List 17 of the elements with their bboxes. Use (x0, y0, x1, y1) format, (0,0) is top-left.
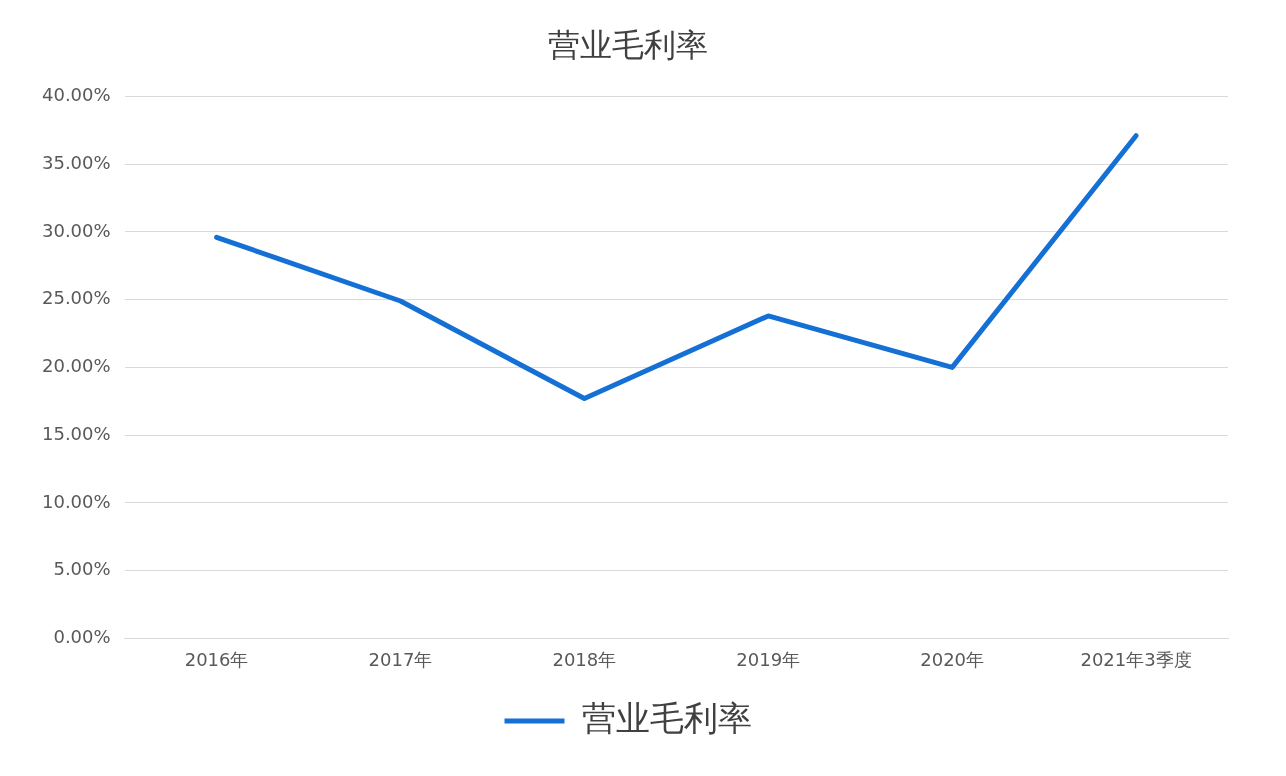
y-tick-label: 20.00% (41, 355, 111, 377)
y-tick-label: 25.00% (41, 287, 111, 309)
chart-title: 营业毛利率 (548, 25, 708, 64)
y-tick-label: 30.00% (41, 219, 111, 241)
x-tick-label: 2020年 (920, 648, 985, 670)
legend-label: 营业毛利率 (581, 697, 752, 738)
x-tick-label: 2019年 (736, 648, 801, 670)
x-tick-label: 2016年 (184, 648, 249, 670)
y-tick-label: 0.00% (53, 626, 111, 648)
y-tick-label: 35.00% (41, 151, 111, 173)
y-tick-label: 40.00% (41, 84, 111, 106)
y-tick-label: 10.00% (41, 490, 111, 512)
x-tick-label: 2018年 (552, 648, 617, 670)
y-tick-label: 5.00% (53, 558, 111, 580)
x-tick-label: 2021年3季度 (1080, 648, 1192, 670)
x-tick-label: 2017年 (368, 648, 433, 670)
y-tick-label: 15.00% (41, 422, 111, 444)
